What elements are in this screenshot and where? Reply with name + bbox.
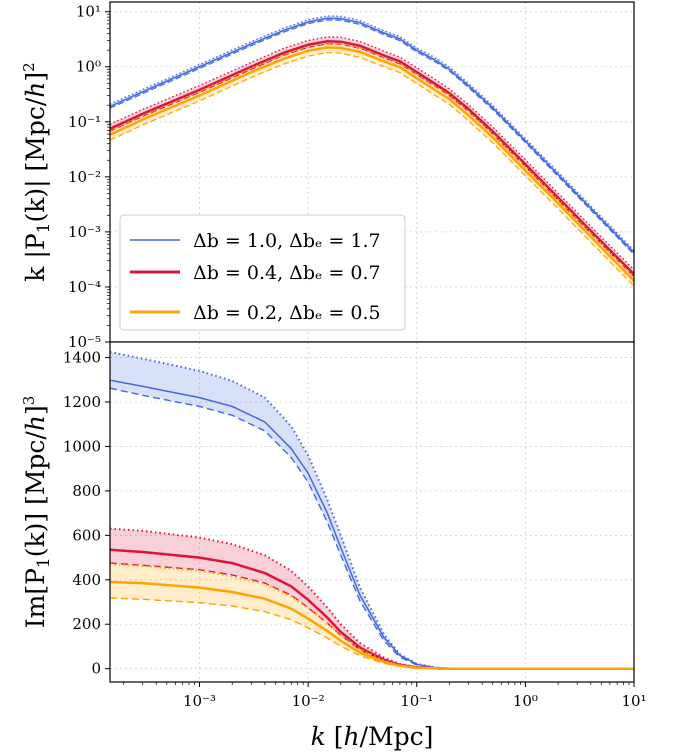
bottom-y-tick-label: 600 bbox=[72, 526, 101, 544]
top-y-tick-label: 10⁻¹ bbox=[68, 113, 101, 131]
bottom-band-orange bbox=[110, 564, 634, 669]
bottom-x-ticks: 10⁻³ 10⁻² 10⁻¹ 10⁰ 10¹ bbox=[123, 682, 647, 710]
bottom-y-axis-label: Im[P1(k)] [Mpc/h]3 bbox=[20, 396, 54, 629]
top-line-red bbox=[109, 40, 635, 276]
top-lower-orange bbox=[109, 52, 635, 287]
bottom-lines bbox=[109, 351, 634, 670]
top-upper-orange bbox=[109, 42, 635, 278]
bottom-line-orange bbox=[109, 580, 634, 670]
legend-label-orange: Δb = 0.2, Δbₑ = 0.5 bbox=[193, 302, 381, 324]
top-y-ticks: 10⁻⁵ 10⁻⁴ 10⁻³ 10⁻² 10⁻¹ 10⁰ 10¹ bbox=[68, 3, 110, 351]
top-y-tick-label: 10⁻² bbox=[68, 168, 101, 186]
bottom-x-tick-label: 10¹ bbox=[621, 692, 646, 710]
bottom-y-tick-label: 1400 bbox=[63, 349, 101, 367]
legend: Δb = 1.0, Δbₑ = 1.7 Δb = 0.4, Δbₑ = 0.7 … bbox=[119, 214, 406, 331]
top-y-axis-label: k |P1(k)| [Mpc/h]2 bbox=[20, 62, 54, 281]
legend-label-blue: Δb = 1.0, Δbₑ = 1.7 bbox=[193, 230, 381, 252]
top-y-tick-label: 10⁻⁵ bbox=[68, 333, 101, 351]
bottom-bands bbox=[110, 352, 634, 669]
bottom-x-tick-label: 10⁻³ bbox=[183, 692, 216, 710]
bottom-y-tick-label: 1000 bbox=[63, 437, 101, 455]
top-upper-blue bbox=[109, 15, 635, 251]
bottom-y-tick-label: 800 bbox=[72, 482, 101, 500]
bottom-y-tick-label: 1200 bbox=[63, 393, 101, 411]
bottom-x-tick-label: 10⁰ bbox=[513, 692, 538, 710]
legend-box bbox=[119, 214, 406, 331]
bottom-upper-red bbox=[109, 527, 634, 670]
bottom-y-tick-label: 200 bbox=[72, 615, 101, 633]
bottom-panel-frame bbox=[110, 342, 634, 682]
legend-label-red: Δb = 0.4, Δbₑ = 0.7 bbox=[193, 262, 381, 284]
bottom-x-tick-label: 10⁻¹ bbox=[400, 692, 433, 710]
bottom-upper-orange bbox=[109, 563, 634, 670]
bottom-y-tick-label: 0 bbox=[91, 660, 101, 678]
top-line-orange bbox=[109, 46, 635, 282]
bottom-x-tick-label: 10⁻² bbox=[292, 692, 325, 710]
top-y-tick-label: 10⁻⁴ bbox=[68, 278, 101, 296]
top-lower-blue bbox=[109, 19, 635, 255]
bottom-y-tick-label: 400 bbox=[72, 571, 101, 589]
top-y-tick-label: 10⁰ bbox=[76, 58, 101, 76]
top-upper-red bbox=[109, 36, 635, 271]
top-lower-red bbox=[109, 43, 635, 278]
x-axis-label: k [h/Mpc] bbox=[311, 722, 434, 751]
top-line-blue bbox=[109, 17, 635, 254]
bottom-band-red bbox=[110, 528, 634, 669]
top-y-tick-label: 10¹ bbox=[76, 3, 101, 21]
bottom-y-ticks: 0 200 400 600 800 1000 1200 1400 bbox=[63, 349, 110, 678]
top-lines bbox=[109, 15, 635, 287]
bottom-panel-border bbox=[109, 341, 635, 683]
top-y-tick-label: 10⁻³ bbox=[68, 223, 101, 241]
bottom-band-blue bbox=[110, 352, 634, 669]
